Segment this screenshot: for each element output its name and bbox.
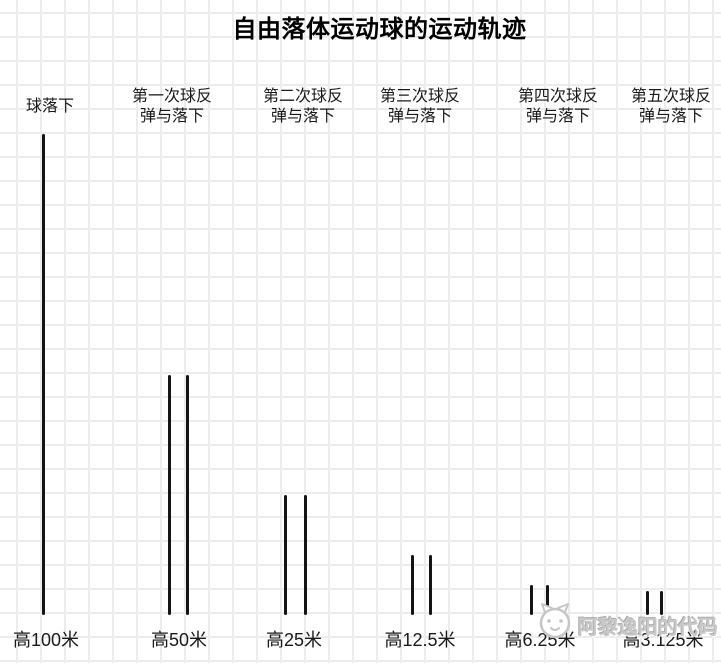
trajectory-line: [428, 554, 432, 615]
watermark: 阿黎逸阳的代码: [535, 600, 718, 645]
stage-label: 第五次球反弹与落下: [630, 88, 711, 125]
trajectory-line: [530, 584, 533, 615]
trajectory-line: [659, 591, 663, 615]
height-label: 高3.125米: [622, 630, 704, 650]
chart-title: 自由落体运动球的运动轨迹: [232, 16, 527, 43]
stage-label: 第二次球反弹与落下: [262, 88, 343, 125]
trajectory-line: [41, 134, 45, 615]
cat-face-icon: [535, 600, 575, 645]
stage-label: 球落下: [25, 98, 74, 115]
height-label: 高12.5米: [384, 630, 456, 650]
stage-label: 第三次球反弹与落下: [379, 88, 460, 125]
watermark-text: 阿黎逸阳的代码: [578, 617, 718, 639]
height-label: 高50米: [150, 630, 208, 650]
trajectory-line: [167, 374, 171, 615]
height-label: 高25米: [265, 630, 323, 650]
height-label: 高100米: [12, 630, 80, 650]
trajectory-line: [645, 591, 649, 615]
trajectory-line: [546, 584, 549, 615]
stage-label: 第一次球反弹与落下: [131, 88, 212, 125]
trajectory-line: [303, 494, 307, 615]
trajectory-line: [283, 494, 287, 615]
trajectory-line: [185, 374, 189, 615]
trajectory-line: [410, 554, 414, 615]
stage-label: 第四次球反弹与落下: [517, 88, 598, 125]
